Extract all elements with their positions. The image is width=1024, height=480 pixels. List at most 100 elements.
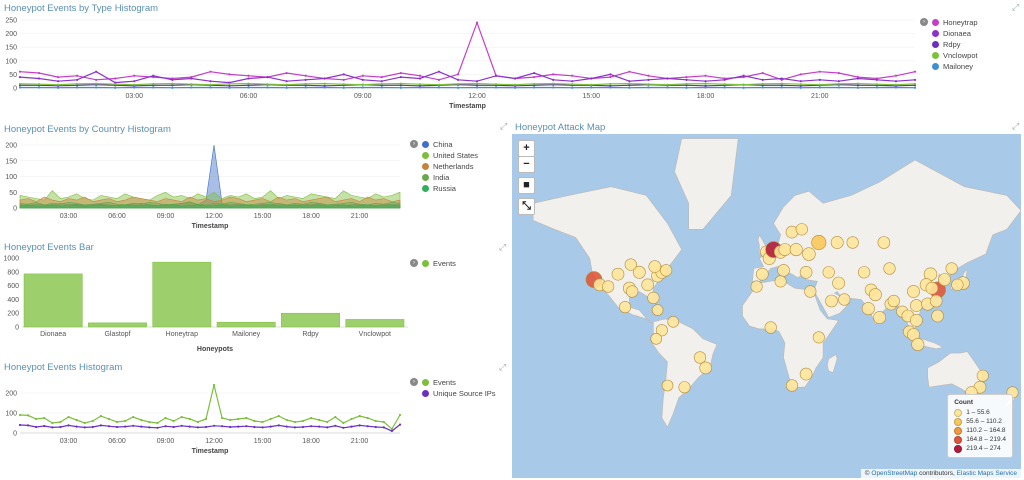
- expand-icon[interactable]: ⤢: [499, 242, 507, 252]
- data-point: [818, 86, 821, 89]
- data-point: [647, 78, 650, 81]
- map-marker[interactable]: [887, 294, 900, 308]
- legend-toggle-icon[interactable]: ›: [410, 378, 418, 386]
- map-marker[interactable]: [795, 223, 808, 236]
- map-marker[interactable]: [650, 333, 662, 345]
- legend-item[interactable]: Dionaea: [932, 28, 978, 39]
- map-marker[interactable]: [699, 361, 712, 375]
- map-marker[interactable]: [647, 291, 660, 304]
- map-marker[interactable]: [910, 299, 923, 312]
- map-marker[interactable]: [648, 260, 662, 273]
- map-marker[interactable]: [632, 265, 646, 279]
- map-marker[interactable]: [774, 275, 787, 288]
- osm-link[interactable]: OpenStreetMap: [871, 470, 918, 477]
- map-marker[interactable]: [667, 316, 679, 328]
- legend-item[interactable]: Rdpy: [932, 39, 978, 50]
- map-marker[interactable]: [661, 379, 674, 392]
- map-marker[interactable]: [802, 247, 816, 261]
- map-marker[interactable]: [858, 266, 871, 279]
- map-marker[interactable]: [811, 235, 827, 251]
- legend-toggle-icon[interactable]: ›: [920, 18, 928, 26]
- legend-item[interactable]: Unique Source IPs: [422, 388, 496, 399]
- map-marker[interactable]: [868, 288, 882, 302]
- map-marker[interactable]: [804, 285, 817, 298]
- expand-icon[interactable]: ⤢: [1012, 2, 1020, 12]
- data-point: [35, 417, 38, 421]
- legend-item[interactable]: Netherlands: [422, 161, 478, 172]
- map-marker[interactable]: [651, 304, 664, 316]
- map-marker[interactable]: [799, 367, 813, 381]
- map-marker[interactable]: [778, 243, 792, 256]
- data-point: [628, 84, 631, 87]
- map-marker[interactable]: [976, 369, 989, 382]
- map-legend-label: 164.8 – 219.4: [966, 436, 1006, 443]
- fit-bounds-button[interactable]: ⤡: [518, 198, 535, 215]
- map-marker[interactable]: [861, 302, 875, 316]
- map-marker[interactable]: [655, 324, 668, 337]
- data-point: [188, 417, 191, 421]
- legend-item[interactable]: Vnclowpot: [932, 50, 978, 61]
- map-marker[interactable]: [619, 301, 632, 314]
- map-marker[interactable]: [907, 285, 920, 298]
- map-marker[interactable]: [678, 381, 691, 394]
- data-point: [894, 80, 898, 83]
- map-marker[interactable]: [812, 331, 825, 344]
- map-marker[interactable]: [764, 321, 777, 334]
- map-marker[interactable]: [846, 236, 859, 249]
- legend-item[interactable]: Events: [422, 258, 456, 269]
- map-marker[interactable]: [838, 293, 851, 306]
- expand-icon[interactable]: ⤢: [499, 362, 507, 372]
- map-marker[interactable]: [929, 294, 943, 308]
- map-marker[interactable]: [830, 236, 844, 249]
- map-marker[interactable]: [938, 273, 951, 286]
- zoom-out-button[interactable]: −: [518, 156, 535, 173]
- expand-icon[interactable]: ⤢: [1012, 121, 1020, 131]
- map-marker[interactable]: [832, 276, 845, 290]
- legend-toggle-icon[interactable]: ›: [410, 259, 418, 267]
- legend-item[interactable]: Mailoney: [932, 61, 978, 72]
- legend-item[interactable]: Events: [422, 377, 496, 388]
- data-point: [399, 86, 402, 89]
- legend-toggle-icon[interactable]: ›: [410, 140, 418, 148]
- attack-map[interactable]: + − ■ ⤡ Count 1 – 55.6 55.6 – 110.2 110.2 …: [512, 134, 1021, 478]
- legend-item[interactable]: China: [422, 139, 478, 150]
- map-marker[interactable]: [785, 379, 799, 392]
- expand-icon[interactable]: ⤢: [500, 121, 508, 131]
- data-point: [204, 425, 208, 429]
- map-marker[interactable]: [925, 281, 939, 295]
- map-marker[interactable]: [641, 278, 654, 292]
- map-marker[interactable]: [877, 236, 891, 249]
- legend-item[interactable]: United States: [422, 150, 478, 161]
- map-marker[interactable]: [799, 266, 813, 279]
- map-marker[interactable]: [626, 285, 639, 298]
- ems-link[interactable]: Elastic Maps Service: [956, 470, 1017, 477]
- legend-item[interactable]: Honeytrap: [932, 17, 978, 28]
- map-marker[interactable]: [931, 309, 944, 323]
- map-marker[interactable]: [873, 311, 886, 324]
- map-marker[interactable]: [789, 243, 803, 257]
- map-marker[interactable]: [756, 267, 769, 281]
- map-marker[interactable]: [911, 338, 925, 352]
- zoom-in-button[interactable]: +: [518, 140, 535, 157]
- map-marker[interactable]: [660, 264, 673, 277]
- map-marker[interactable]: [750, 280, 763, 293]
- map-marker[interactable]: [951, 278, 964, 291]
- legend-item[interactable]: India: [422, 172, 478, 183]
- draw-rectangle-button[interactable]: ■: [518, 177, 535, 194]
- data-point: [913, 70, 917, 73]
- map-marker[interactable]: [822, 266, 835, 279]
- legend-color-icon: [932, 63, 939, 70]
- data-point: [323, 86, 326, 89]
- map-marker[interactable]: [611, 267, 625, 281]
- world-map[interactable]: [512, 134, 1021, 478]
- map-marker[interactable]: [945, 262, 958, 275]
- map-marker[interactable]: [624, 258, 637, 271]
- map-marker[interactable]: [909, 313, 923, 327]
- map-marker[interactable]: [777, 264, 790, 277]
- map-marker[interactable]: [825, 294, 838, 308]
- map-marker[interactable]: [883, 262, 896, 275]
- legend-item[interactable]: Russia: [422, 183, 478, 194]
- data-point: [18, 76, 22, 79]
- map-marker[interactable]: [693, 351, 707, 364]
- map-marker[interactable]: [601, 280, 615, 293]
